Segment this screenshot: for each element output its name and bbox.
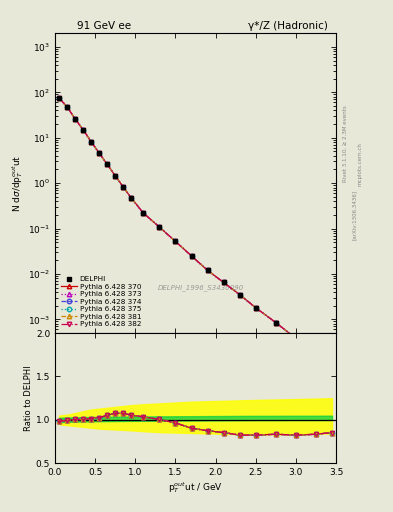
Y-axis label: N d$\sigma$/dp$_T^{out}$ut: N d$\sigma$/dp$_T^{out}$ut [10,155,25,212]
Text: Rivet 3.1.10, ≥ 2.3M events: Rivet 3.1.10, ≥ 2.3M events [343,105,348,182]
X-axis label: p$_T^{out}$ut / GeV: p$_T^{out}$ut / GeV [168,480,223,495]
Y-axis label: Ratio to DELPHI: Ratio to DELPHI [24,366,33,431]
Text: γ*/Z (Hadronic): γ*/Z (Hadronic) [248,21,328,31]
Text: DELPHI_1996_S3430090: DELPHI_1996_S3430090 [158,285,244,291]
Text: [arXiv:1306.3436]: [arXiv:1306.3436] [352,190,357,240]
Text: mcplots.cern.ch: mcplots.cern.ch [358,142,363,186]
Text: 91 GeV ee: 91 GeV ee [77,21,132,31]
Legend: DELPHI, Pythia 6.428 370, Pythia 6.428 373, Pythia 6.428 374, Pythia 6.428 375, : DELPHI, Pythia 6.428 370, Pythia 6.428 3… [59,274,143,329]
